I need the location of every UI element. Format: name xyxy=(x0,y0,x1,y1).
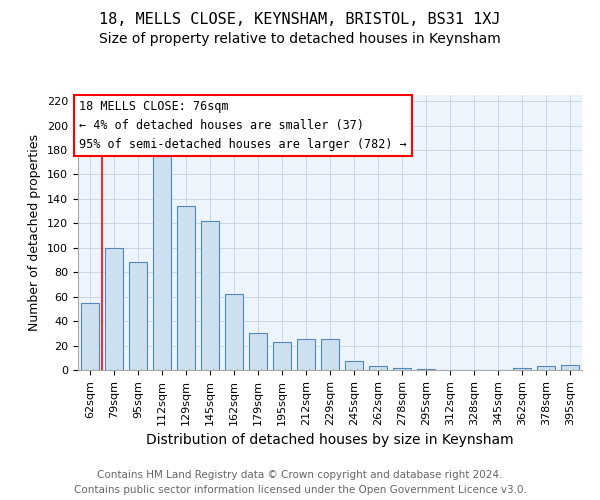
Bar xyxy=(129,262,147,370)
Bar xyxy=(369,366,387,370)
Bar xyxy=(537,366,555,370)
Bar xyxy=(417,369,435,370)
Bar xyxy=(225,294,243,370)
Bar xyxy=(153,156,171,370)
Bar xyxy=(345,362,363,370)
Bar xyxy=(249,334,267,370)
Text: Size of property relative to detached houses in Keynsham: Size of property relative to detached ho… xyxy=(99,32,501,46)
Text: Contains HM Land Registry data © Crown copyright and database right 2024.
Contai: Contains HM Land Registry data © Crown c… xyxy=(74,470,526,495)
Bar xyxy=(393,368,411,370)
Bar xyxy=(201,221,219,370)
Bar xyxy=(321,340,339,370)
Bar xyxy=(105,248,123,370)
Bar xyxy=(81,303,99,370)
X-axis label: Distribution of detached houses by size in Keynsham: Distribution of detached houses by size … xyxy=(146,433,514,447)
Bar xyxy=(177,206,195,370)
Bar xyxy=(273,342,291,370)
Text: 18 MELLS CLOSE: 76sqm
← 4% of detached houses are smaller (37)
95% of semi-detac: 18 MELLS CLOSE: 76sqm ← 4% of detached h… xyxy=(79,100,407,151)
Bar xyxy=(513,368,531,370)
Bar xyxy=(297,340,315,370)
Text: 18, MELLS CLOSE, KEYNSHAM, BRISTOL, BS31 1XJ: 18, MELLS CLOSE, KEYNSHAM, BRISTOL, BS31… xyxy=(99,12,501,28)
Bar xyxy=(561,365,579,370)
Y-axis label: Number of detached properties: Number of detached properties xyxy=(28,134,41,331)
